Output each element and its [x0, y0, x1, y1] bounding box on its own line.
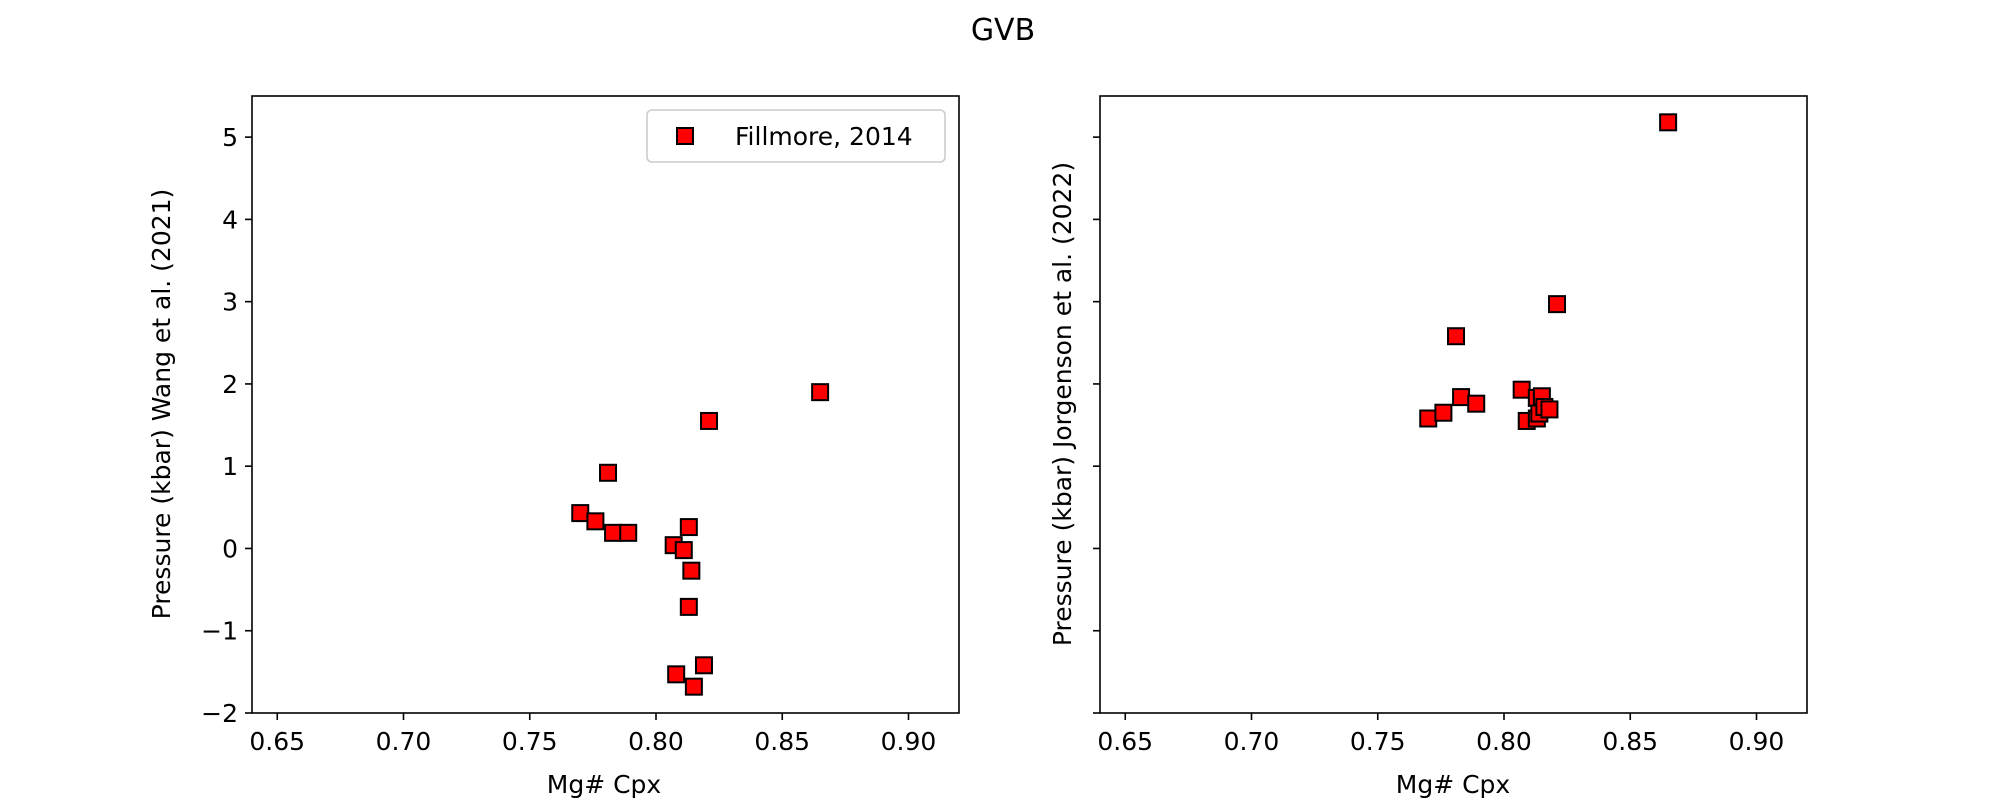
left-data-point: [674, 541, 693, 560]
left-y-tick-label: 4: [222, 205, 238, 234]
left-y-tick-label: 1: [222, 452, 238, 481]
left-axes-frame: [251, 95, 960, 714]
left-y-tick-label: 5: [222, 123, 238, 152]
right-x-tick-label: 0.80: [1476, 727, 1532, 756]
figure-title: GVB: [971, 13, 1035, 48]
right-y-axis-label: Pressure (kbar) Jorgenson et al. (2022): [1048, 162, 1077, 646]
left-data-point: [684, 677, 703, 696]
left-x-axis-label: Mg# Cpx: [547, 770, 661, 799]
left-legend-label: Fillmore, 2014: [735, 122, 913, 151]
right-x-tick-label: 0.90: [1729, 727, 1785, 756]
right-x-tick-label: 0.70: [1224, 727, 1280, 756]
right-scatter-panel: Mg# Cpx Pressure (kbar) Jorgenson et al.…: [1048, 95, 1808, 799]
right-data-point: [1452, 388, 1471, 407]
left-data-point: [682, 561, 701, 580]
left-x-tick-label: 0.85: [754, 727, 810, 756]
left-data-point: [571, 504, 590, 523]
left-y-tick-label: −1: [201, 617, 238, 646]
right-data-point: [1512, 380, 1531, 399]
left-data-point: [694, 656, 713, 675]
right-data-point: [1447, 327, 1466, 346]
left-data-point: [599, 463, 618, 482]
right-data-point: [1419, 409, 1438, 428]
right-x-tick-label: 0.65: [1097, 727, 1153, 756]
left-x-tick-label: 0.80: [628, 727, 684, 756]
left-legend-box: [646, 109, 946, 163]
left-y-tick-label: −2: [201, 699, 238, 728]
left-data-point: [679, 597, 698, 616]
left-legend: Fillmore, 2014: [646, 109, 946, 163]
right-x-tick-label: 0.75: [1350, 727, 1406, 756]
right-data-point: [1434, 403, 1453, 422]
left-data-point: [586, 512, 605, 531]
left-x-tick-label: 0.70: [376, 727, 432, 756]
left-data-point: [604, 523, 623, 542]
left-scatter-panel: Mg# Cpx Pressure (kbar) Wang et al. (202…: [147, 95, 960, 799]
right-x-axis-label: Mg# Cpx: [1396, 770, 1510, 799]
left-data-point: [700, 411, 719, 430]
left-data-point: [679, 518, 698, 537]
left-y-tick-label: 2: [222, 370, 238, 399]
right-x-tick-label: 0.85: [1602, 727, 1658, 756]
left-y-tick-label: 0: [222, 534, 238, 563]
left-x-tick-label: 0.90: [881, 727, 937, 756]
right-data-point: [1548, 295, 1567, 314]
right-data-point: [1467, 394, 1486, 413]
left-legend-marker: [676, 127, 694, 145]
left-x-tick-label: 0.65: [249, 727, 305, 756]
left-x-tick-label: 0.75: [502, 727, 558, 756]
right-axes-frame: [1099, 95, 1808, 714]
left-data-point: [619, 523, 638, 542]
right-data-point: [1540, 400, 1559, 419]
left-y-axis-label: Pressure (kbar) Wang et al. (2021): [147, 189, 176, 620]
right-data-point: [1659, 113, 1678, 132]
left-data-point: [811, 383, 830, 402]
left-y-tick-label: 3: [222, 288, 238, 317]
left-data-point: [667, 665, 686, 684]
